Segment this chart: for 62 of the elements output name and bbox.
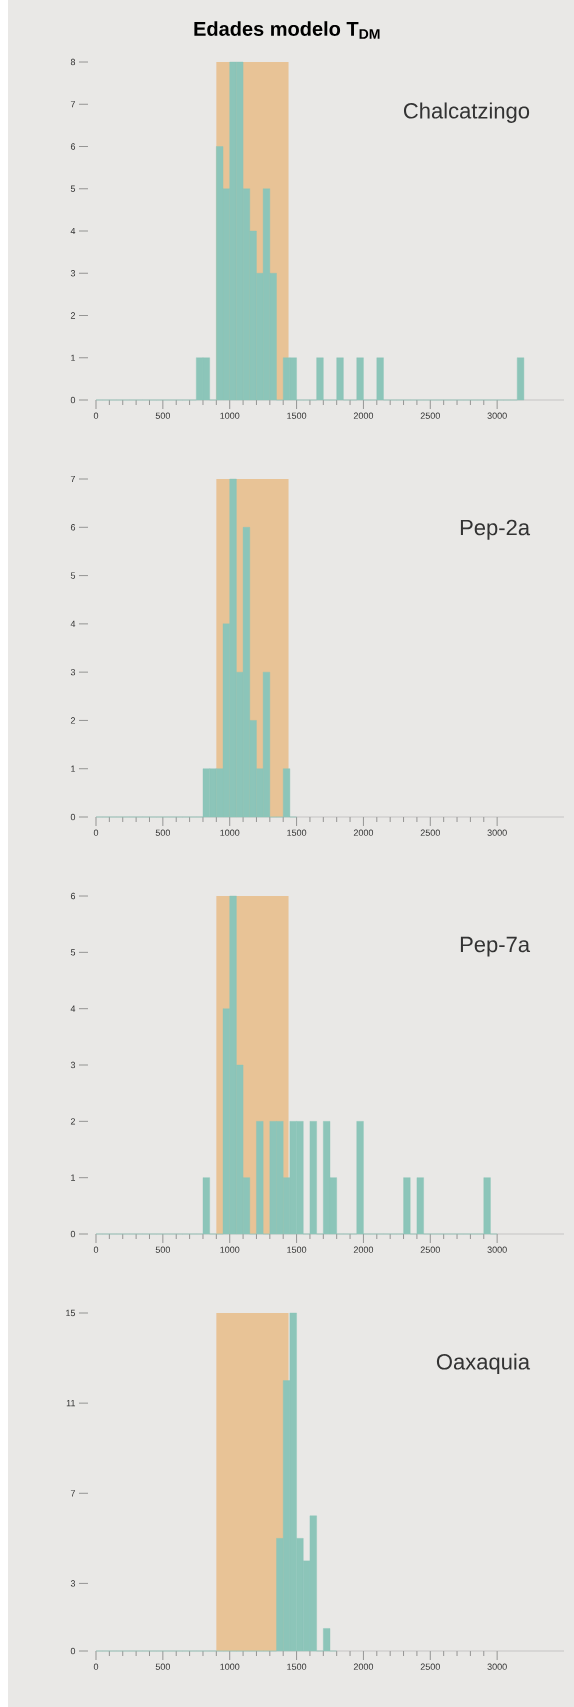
y-tick-label: 3 <box>70 668 76 676</box>
x-tick-label: 2500 <box>420 1246 440 1253</box>
y-tick-label: 11 <box>66 1400 76 1407</box>
x-tick-label: 500 <box>155 1246 171 1253</box>
y-tick-label: 0 <box>70 396 76 404</box>
y-tick-label: 3 <box>70 1061 76 1069</box>
x-tick-label: 0 <box>93 412 99 419</box>
y-tick-label: 6 <box>70 892 76 900</box>
x-tick-label: 1000 <box>220 412 240 419</box>
x-tick-label: 2000 <box>353 829 374 836</box>
x-tick-label: 500 <box>155 829 171 836</box>
y-tick-label: 2 <box>70 717 76 724</box>
text: Pep-2a <box>460 519 531 540</box>
y-tick-label: 0 <box>70 1647 76 1655</box>
y-tick-label: 0 <box>70 813 76 821</box>
x-tick-label: 3000 <box>487 829 507 836</box>
x-tick-label: 0 <box>93 1246 99 1253</box>
x-tick-label: 0 <box>93 1663 99 1670</box>
y-tick-label: 5 <box>70 949 76 956</box>
x-tick-label: 1000 <box>220 1663 240 1670</box>
x-tick-label: 1500 <box>287 1663 307 1670</box>
y-tick-label: 3 <box>70 270 76 277</box>
y-tick-label: 6 <box>70 524 76 531</box>
text: Oaxaquia <box>436 1353 531 1374</box>
x-tick-label: 1500 <box>287 1246 307 1253</box>
x-tick-label: 2500 <box>420 1663 440 1670</box>
y-tick-label: 7 <box>70 101 76 108</box>
x-tick-label: 0 <box>93 829 99 836</box>
x-tick-label: 1500 <box>287 412 307 419</box>
x-tick-label: 2500 <box>420 412 440 419</box>
y-tick-label: 0 <box>70 1230 76 1238</box>
y-tick-label: 4 <box>70 227 76 235</box>
y-tick-label: 1 <box>71 765 76 772</box>
y-tick-label: 4 <box>70 620 76 627</box>
x-tick-label: 2000 <box>353 1246 374 1253</box>
y-tick-label: 15 <box>66 1309 76 1317</box>
y-tick-label: 8 <box>70 58 76 66</box>
text: Chalcatzingo <box>403 102 530 123</box>
chart-title: Edades modelo T$_{DM}$ <box>194 21 380 39</box>
y-tick-label: 5 <box>70 185 76 192</box>
y-tick-label: 4 <box>70 1005 76 1012</box>
y-tick-label: 5 <box>70 572 76 579</box>
y-tick-label: 7 <box>70 1490 76 1497</box>
x-tick-label: 1500 <box>287 829 307 836</box>
y-tick-label: 2 <box>70 312 76 319</box>
x-tick-label: 500 <box>155 412 171 419</box>
x-tick-label: 2000 <box>353 1663 374 1670</box>
x-tick-label: 500 <box>155 1663 171 1670</box>
y-tick-label: 3 <box>70 1580 76 1587</box>
x-tick-label: 2500 <box>420 829 440 836</box>
x-tick-label: 3000 <box>487 412 507 419</box>
y-tick-label: 2 <box>70 1118 76 1125</box>
x-tick-label: 2000 <box>353 412 374 419</box>
text: Pep-7a <box>460 936 531 957</box>
x-tick-label: 1000 <box>220 1246 240 1253</box>
x-tick-label: 1000 <box>220 829 240 836</box>
y-tick-label: 1 <box>71 1174 76 1181</box>
x-tick-label: 3000 <box>487 1246 507 1253</box>
x-tick-label: 3000 <box>487 1663 507 1670</box>
y-tick-label: 7 <box>70 475 76 483</box>
y-tick-label: 6 <box>70 143 76 150</box>
y-tick-label: 1 <box>71 354 76 361</box>
